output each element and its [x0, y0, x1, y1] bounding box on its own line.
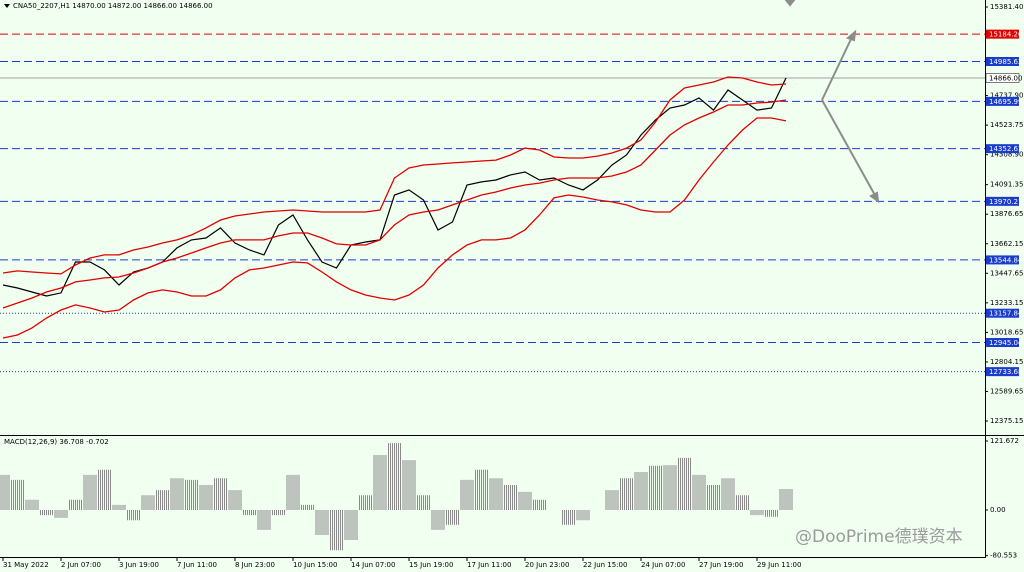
level-label-box [986, 338, 1019, 348]
x-tick-label: 20 Jun 23:00 [525, 561, 569, 569]
band-line [2, 117, 787, 339]
level-label: 12945.04 [989, 339, 1023, 347]
level-label: 14352.61 [989, 145, 1022, 153]
x-tick-label: 3 Jun 19:00 [119, 561, 159, 569]
x-tick-label: 27 Jun 19:00 [699, 561, 743, 569]
arrow-up [821, 36, 853, 101]
level-label-box [986, 255, 1019, 265]
level-label-box [986, 57, 1019, 67]
arrow-head [846, 29, 857, 42]
y-tick-label: 0.00 [990, 506, 1006, 514]
x-tick-label: 2 Jun 07:00 [61, 561, 101, 569]
y-tick-label: 15381.40 [990, 3, 1023, 11]
x-tick-label: 8 Jun 23:00 [235, 561, 275, 569]
x-tick-label: 22 Jun 15:00 [583, 561, 627, 569]
level-label-box [986, 144, 1019, 154]
y-tick-label: 13876.65 [990, 210, 1023, 218]
level-label: 13970.21 [989, 198, 1022, 206]
band-line [2, 76, 787, 275]
x-tick-label: 24 Jun 07:00 [641, 561, 685, 569]
y-tick-label: 14737.90 [990, 92, 1023, 100]
projection-arrows [784, 0, 880, 204]
x-tick-label: 14 Jun 07:00 [351, 561, 395, 569]
level-label-box [986, 308, 1019, 318]
level-label: 14866.00 [989, 74, 1022, 82]
y-tick-label: 14523.75 [990, 121, 1023, 129]
price-line [2, 77, 787, 297]
x-tick-label: 15 Jun 19:00 [409, 561, 453, 569]
x-tick-label: 10 Jun 15:00 [293, 561, 337, 569]
level-label: 12733.68 [989, 368, 1022, 376]
band-line [2, 99, 787, 309]
y-tick-label: 13018.65 [990, 328, 1023, 336]
y-tick-label: 14091.35 [990, 181, 1023, 189]
y-tick-label: 13447.65 [990, 269, 1023, 277]
level-label: 13544.84 [989, 256, 1023, 264]
level-label-box [986, 196, 1019, 206]
y-tick-label: 14308.90 [990, 151, 1023, 159]
arrow-down [821, 99, 877, 198]
y-tick-label: -80.553 [990, 552, 1017, 560]
shift-marker [784, 0, 796, 7]
x-tick-label: 31 May 2022 [3, 561, 49, 569]
level-label: 14985.62 [989, 58, 1022, 66]
watermark: @DooPrime德璞资本 [795, 527, 963, 547]
y-tick-label: 12804.15 [990, 358, 1023, 366]
x-tick-label: 29 Jun 11:00 [757, 561, 801, 569]
level-label: 15184.26 [989, 31, 1023, 39]
chart-title: CNA50_2207,H1 14870.00 14872.00 14866.00… [13, 2, 213, 10]
y-tick-label: 121.672 [990, 437, 1019, 445]
menu-triangle [4, 4, 10, 8]
y-tick-label: 12589.65 [990, 387, 1023, 395]
level-label: 13157.84 [989, 310, 1023, 318]
y-tick-label: 12375.15 [990, 417, 1023, 425]
x-tick-label: 7 Jun 11:00 [177, 561, 217, 569]
arrow-head [869, 191, 880, 204]
level-label-box [985, 73, 1020, 83]
y-tick-label: 13662.15 [990, 240, 1023, 248]
y-tick-label: 13233.15 [990, 299, 1023, 307]
macd-title: MACD(12,26,9) 36.708 -0.702 [4, 438, 109, 446]
x-tick-label: 17 Jun 11:00 [467, 561, 511, 569]
level-label-box [986, 96, 1019, 106]
level-label-box [986, 367, 1019, 377]
level-label: 14695.99 [989, 98, 1022, 106]
level-label-box [986, 29, 1019, 39]
